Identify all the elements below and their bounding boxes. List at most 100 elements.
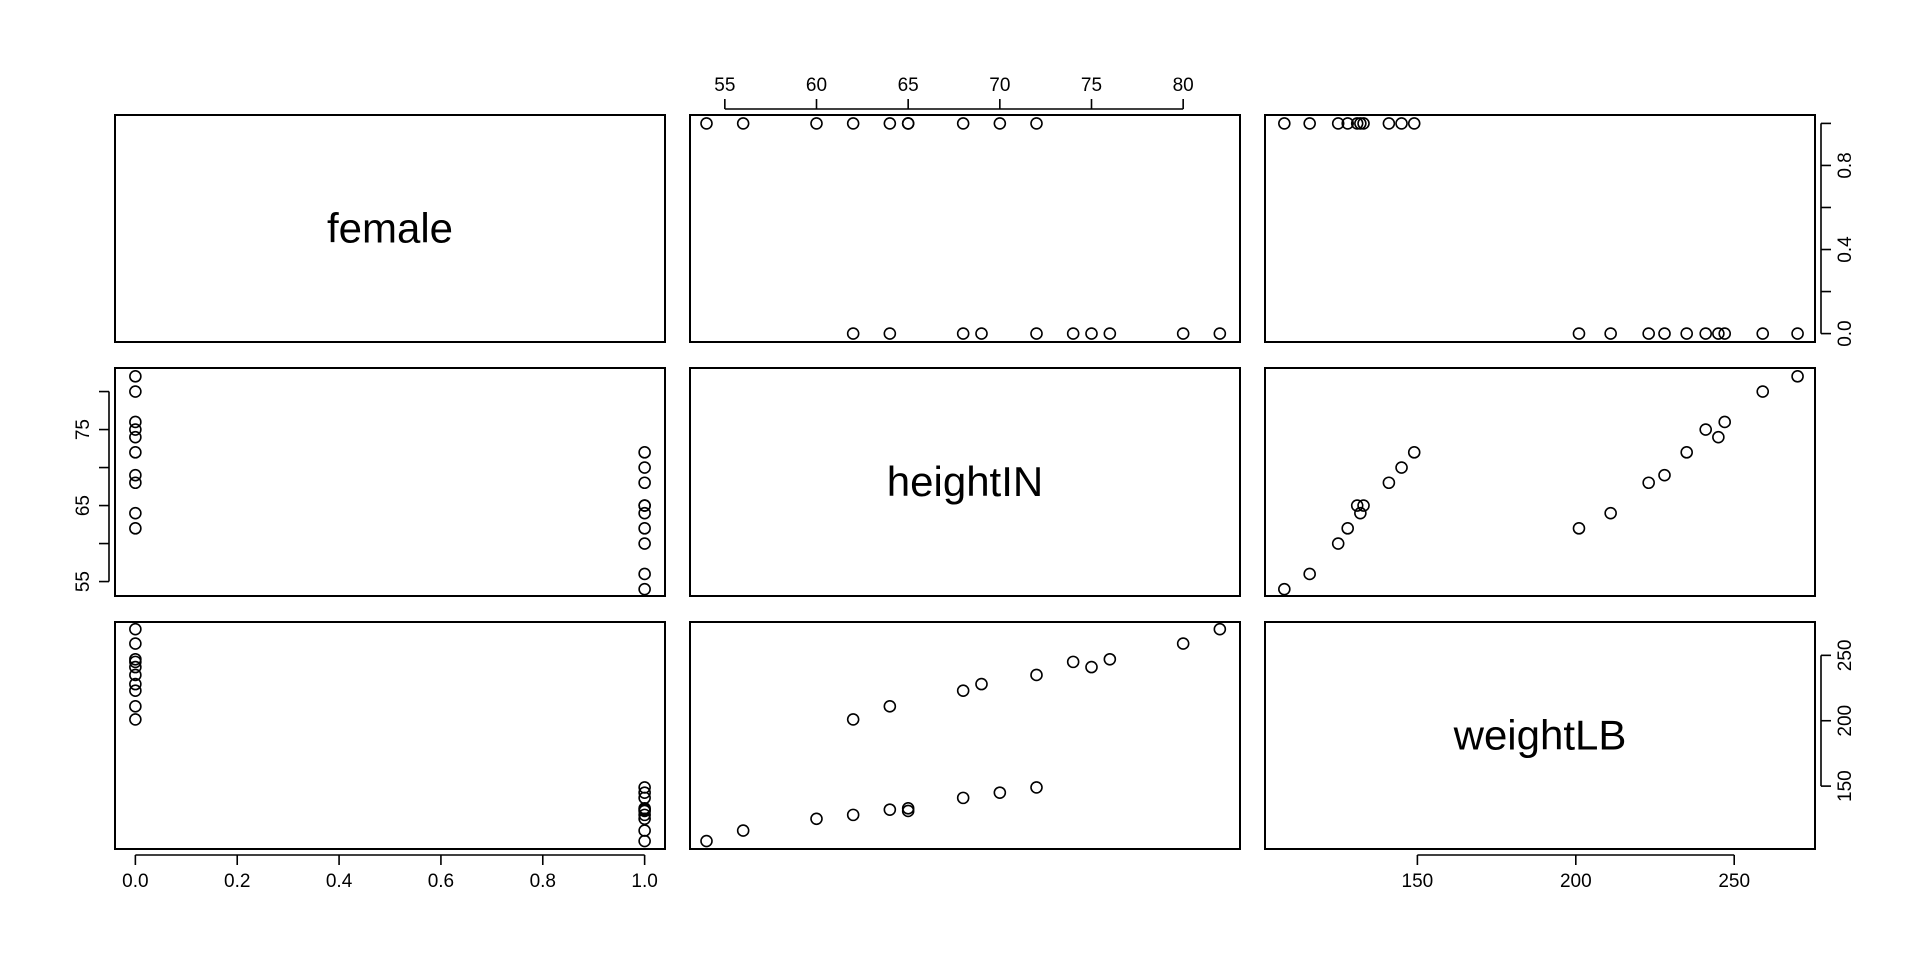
- point-weightLB-vs-heightIN-13: [956, 684, 970, 697]
- point-heightIN-vs-weightLB-13: [1642, 476, 1655, 490]
- point-weightLB-vs-female-17: [129, 660, 142, 674]
- point-heightIN-vs-female-19: [129, 385, 142, 398]
- point-heightIN-vs-weightLB-14: [1658, 468, 1671, 482]
- point-weightLB-vs-heightIN-9: [993, 786, 1007, 799]
- point-heightIN-vs-female-14: [129, 468, 142, 482]
- point-weightLB-vs-heightIN-3: [810, 812, 823, 826]
- point-heightIN-vs-female-8: [638, 476, 651, 490]
- point-heightIN-vs-female-15: [129, 446, 142, 459]
- point-female-vs-weightLB-7: [1357, 117, 1370, 130]
- point-heightIN-vs-female-3: [638, 537, 651, 550]
- point-female-vs-heightIN-9: [993, 117, 1007, 130]
- point-heightIN-vs-weightLB-10: [1407, 446, 1421, 459]
- point-weightLB-vs-heightIN-14: [975, 677, 988, 691]
- tick-label: 0.8: [530, 871, 556, 892]
- point-weightLB-vs-heightIN-20: [1213, 622, 1227, 636]
- point-female-vs-heightIN-15: [1030, 327, 1043, 340]
- axis-top-heightIN: 55 60 65 70 75 80: [714, 75, 1194, 110]
- tick-label: 0.8: [1835, 152, 1856, 178]
- point-heightIN-vs-female-1: [638, 582, 651, 596]
- tick-label: 200: [1560, 871, 1592, 892]
- point-female-vs-weightLB-14: [1658, 327, 1671, 340]
- point-weightLB-vs-female-11: [129, 713, 142, 726]
- point-female-vs-heightIN-14: [975, 327, 988, 340]
- point-weightLB-vs-female-2: [638, 824, 651, 837]
- tick-label: 150: [1835, 770, 1856, 802]
- point-female-vs-weightLB-10: [1407, 117, 1421, 130]
- axis-bottom-weightLB: 150 200 250: [1402, 854, 1750, 892]
- panel-frames: [114, 114, 1816, 850]
- point-weightLB-vs-heightIN-15: [1030, 668, 1043, 682]
- point-female-vs-heightIN-13: [956, 327, 970, 340]
- point-heightIN-vs-female-12: [129, 506, 142, 520]
- point-female-vs-weightLB-20: [1791, 327, 1804, 340]
- variable-label-heightIN: heightIN: [887, 458, 1043, 505]
- variable-label-female: female: [327, 205, 453, 252]
- point-heightIN-vs-weightLB-15: [1680, 446, 1693, 459]
- point-heightIN-vs-female-4: [638, 522, 651, 535]
- point-heightIN-vs-weightLB-7: [1357, 499, 1370, 512]
- point-heightIN-vs-weightLB-3: [1331, 537, 1345, 550]
- tick-label: 0.4: [1835, 236, 1856, 263]
- tick-label: 200: [1835, 705, 1856, 737]
- axis-right-weightLB: 150 200 250: [1820, 639, 1856, 802]
- point-heightIN-vs-female-11: [129, 522, 142, 535]
- point-weightLB-vs-female-13: [129, 684, 142, 697]
- point-weightLB-vs-heightIN-2: [736, 824, 750, 837]
- point-female-vs-weightLB-12: [1604, 327, 1617, 340]
- point-heightIN-vs-weightLB-11: [1572, 522, 1586, 535]
- point-female-vs-weightLB-1: [1278, 117, 1291, 130]
- point-weightLB-vs-heightIN-17: [1085, 660, 1098, 674]
- point-heightIN-vs-female-9: [638, 461, 651, 474]
- axis-bottom-female: 0.0 0.2 0.4 0.6 0.8 1.0: [122, 854, 658, 892]
- panel-frame-weightLB-vs-female: [114, 621, 666, 850]
- tick-label: 0.6: [428, 871, 454, 892]
- panel-frame-female-vs-weightLB: [1264, 114, 1816, 343]
- point-weightLB-vs-heightIN-6: [901, 804, 915, 818]
- point-female-vs-heightIN-2: [736, 117, 750, 130]
- point-female-vs-heightIN-18: [1103, 327, 1117, 340]
- point-heightIN-vs-female-13: [129, 476, 142, 490]
- axis-right-female: 0.0 0.4 0.8: [1820, 122, 1856, 347]
- point-weightLB-vs-heightIN-1: [700, 834, 713, 848]
- point-heightIN-vs-weightLB-8: [1382, 476, 1396, 490]
- point-female-vs-heightIN-19: [1176, 327, 1190, 340]
- point-heightIN-vs-weightLB-19: [1756, 385, 1770, 398]
- point-female-vs-weightLB-2: [1303, 117, 1316, 130]
- point-female-vs-weightLB-19: [1756, 327, 1770, 340]
- point-heightIN-vs-weightLB-5: [1354, 506, 1367, 520]
- point-heightIN-vs-weightLB-2: [1303, 567, 1316, 581]
- point-weightLB-vs-female-18: [129, 652, 142, 666]
- point-heightIN-vs-female-16: [129, 430, 142, 444]
- point-female-vs-heightIN-11: [846, 327, 860, 340]
- point-weightLB-vs-female-9: [638, 786, 651, 799]
- point-female-vs-heightIN-4: [846, 117, 860, 130]
- point-heightIN-vs-female-10: [638, 446, 651, 459]
- point-heightIN-vs-weightLB-1: [1278, 582, 1291, 596]
- point-heightIN-vs-female-2: [638, 567, 651, 581]
- point-female-vs-weightLB-8: [1382, 117, 1396, 130]
- point-female-vs-heightIN-10: [1030, 117, 1043, 130]
- variable-labels: female heightIN weightLB: [327, 205, 1626, 759]
- point-female-vs-heightIN-20: [1213, 327, 1227, 340]
- point-heightIN-vs-female-17: [129, 423, 142, 436]
- point-female-vs-weightLB-18: [1718, 327, 1732, 340]
- point-weightLB-vs-heightIN-18: [1103, 652, 1117, 666]
- tick-label: 150: [1402, 871, 1434, 892]
- tick-label: 60: [806, 75, 827, 96]
- point-female-vs-weightLB-17: [1699, 327, 1712, 340]
- panel-frame-female-vs-heightIN: [689, 114, 1241, 343]
- tick-label: 65: [898, 75, 919, 96]
- point-weightLB-vs-heightIN-4: [846, 808, 860, 822]
- point-weightLB-vs-female-10: [638, 781, 651, 794]
- point-female-vs-weightLB-16: [1712, 327, 1725, 340]
- point-female-vs-heightIN-16: [1066, 327, 1080, 340]
- tick-label: 55: [73, 571, 94, 592]
- point-weightLB-vs-female-1: [638, 834, 651, 848]
- point-female-vs-weightLB-3: [1331, 117, 1345, 130]
- data-points: [129, 117, 1804, 848]
- tick-label: 55: [714, 75, 735, 96]
- tick-label: 0.0: [1835, 320, 1856, 346]
- point-heightIN-vs-weightLB-9: [1395, 461, 1408, 474]
- point-heightIN-vs-weightLB-6: [1350, 499, 1364, 512]
